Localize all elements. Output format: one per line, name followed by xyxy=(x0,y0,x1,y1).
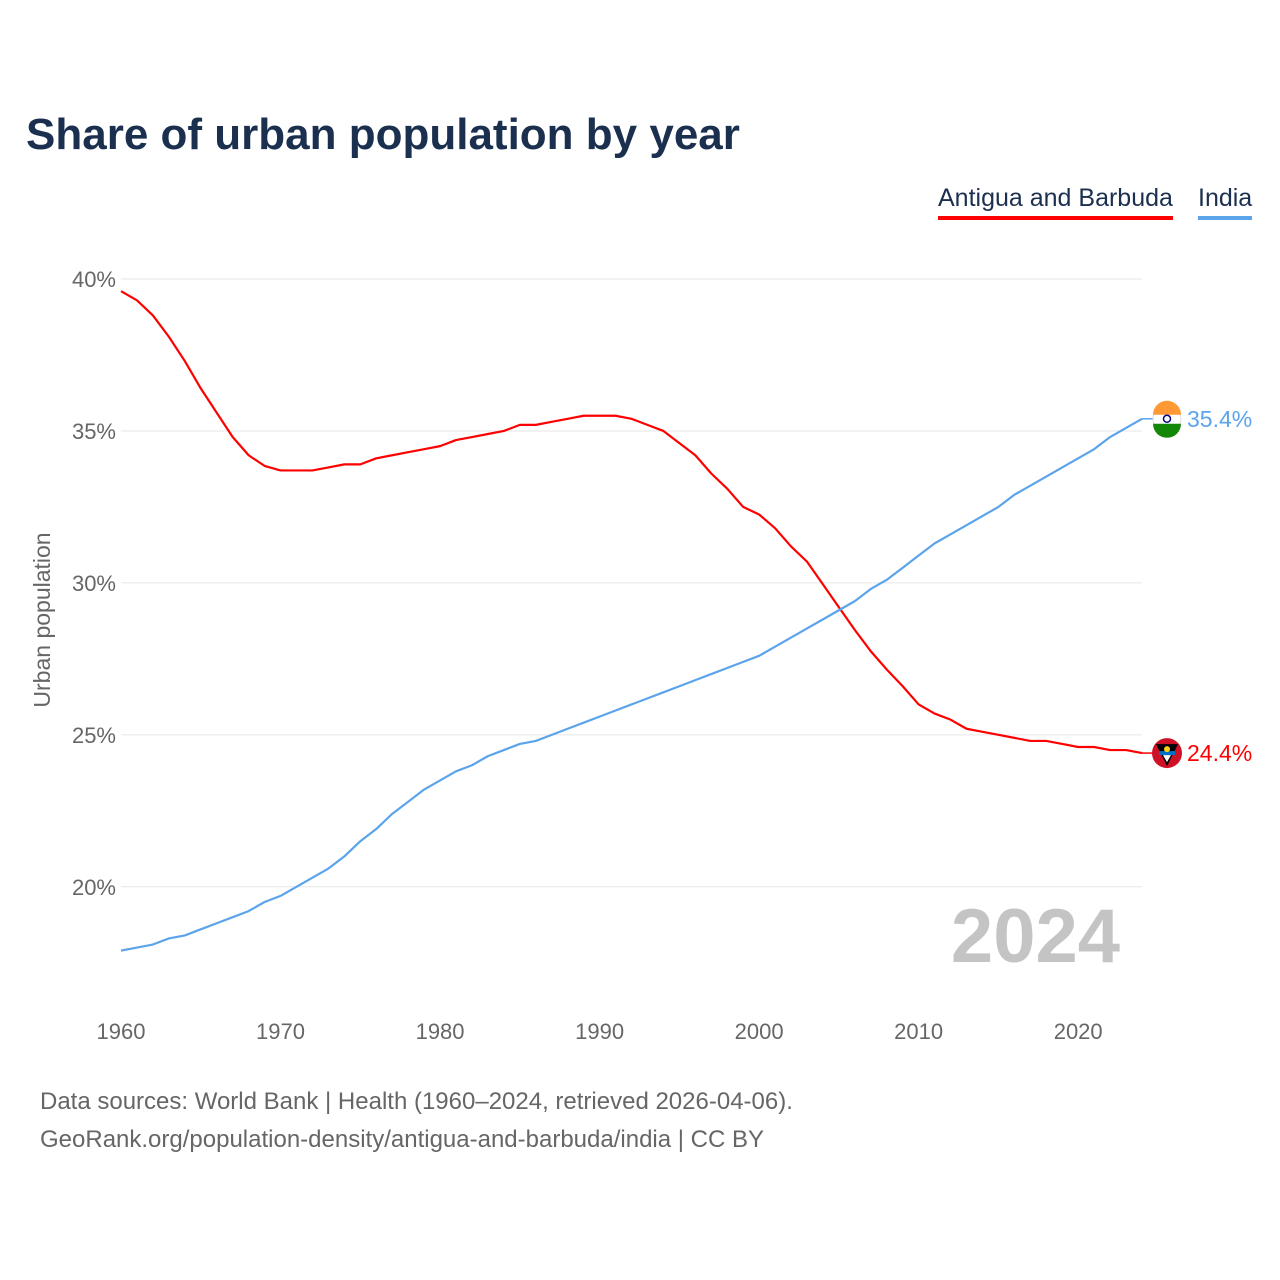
series-line-antigua-and-barbuda xyxy=(120,290,1143,755)
series-line-india xyxy=(120,417,1143,952)
x-tick-label: 1980 xyxy=(416,1019,465,1044)
antigua-flag-white xyxy=(1163,755,1171,763)
india-flag-chakra xyxy=(1162,414,1172,424)
end-value-label: 24.4% xyxy=(1187,740,1252,766)
y-tick-label: 20% xyxy=(72,875,116,900)
antigua-flag-blue xyxy=(1159,751,1175,756)
x-tick-label: 1970 xyxy=(256,1019,305,1044)
legend-india[interactable]: India xyxy=(1198,184,1253,220)
end-value-label: 35.4% xyxy=(1187,406,1252,432)
y-tick-label: 35% xyxy=(72,419,116,444)
x-tick-label: 2010 xyxy=(894,1019,943,1044)
legend-antigua-and-barbuda[interactable]: Antigua and Barbuda xyxy=(938,184,1173,220)
x-tick-label: 1990 xyxy=(575,1019,624,1044)
x-tick-label: 2020 xyxy=(1054,1019,1103,1044)
footer-sources: Data sources: World Bank | Health (1960–… xyxy=(40,1088,793,1115)
footer-credit[interactable]: GeoRank.org/population-density/antigua-a… xyxy=(40,1126,765,1153)
x-tick-label: 1960 xyxy=(97,1019,146,1044)
y-tick-label: 40% xyxy=(72,267,116,292)
x-tick-label: 2000 xyxy=(735,1019,784,1044)
india-flag-saffron xyxy=(1153,400,1181,415)
y-tick-label: 30% xyxy=(72,571,116,596)
y-tick-label: 25% xyxy=(72,723,116,748)
chart-title: Share of urban population by year xyxy=(26,110,740,159)
year-watermark: 2024 xyxy=(951,894,1120,979)
antigua-flag-sun xyxy=(1164,746,1170,753)
india-flag-green xyxy=(1153,423,1181,438)
y-axis-label: Urban population xyxy=(29,532,55,707)
